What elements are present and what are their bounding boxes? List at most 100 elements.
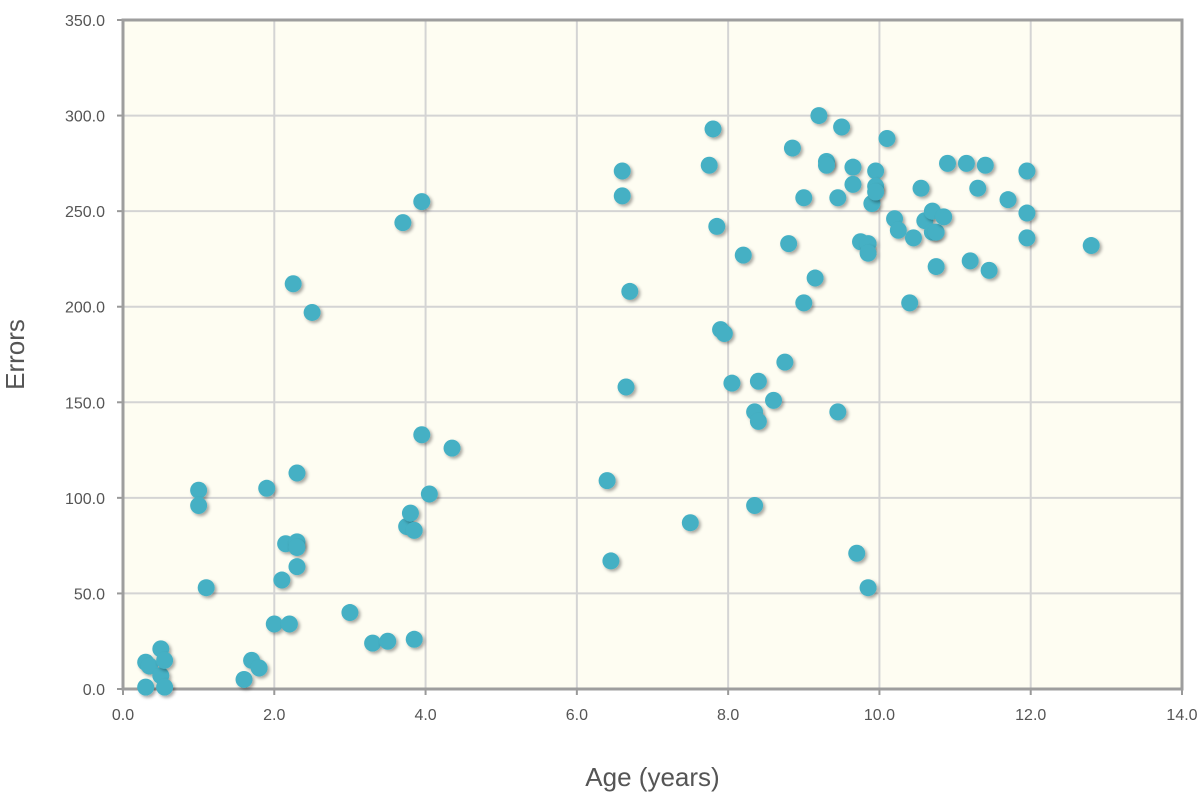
y-tick-label: 50.0 bbox=[74, 586, 105, 603]
data-point bbox=[265, 615, 283, 633]
data-point bbox=[156, 678, 174, 696]
data-point bbox=[617, 378, 635, 396]
plot-area bbox=[123, 20, 1182, 689]
data-point bbox=[379, 632, 397, 650]
data-point bbox=[817, 156, 835, 174]
x-tick-label: 12.0 bbox=[1015, 707, 1046, 724]
data-point bbox=[401, 504, 419, 522]
data-point bbox=[303, 303, 321, 321]
data-point bbox=[140, 657, 158, 675]
data-point bbox=[394, 214, 412, 232]
data-point bbox=[833, 118, 851, 136]
data-point bbox=[829, 189, 847, 207]
data-point bbox=[806, 269, 824, 287]
x-tick-label: 6.0 bbox=[566, 707, 588, 724]
data-point bbox=[1018, 204, 1036, 222]
data-point bbox=[795, 294, 813, 312]
data-point bbox=[844, 175, 862, 193]
data-point bbox=[137, 678, 155, 696]
y-tick-label: 0.0 bbox=[83, 682, 105, 699]
y-tick-label: 300.0 bbox=[65, 109, 105, 126]
data-point bbox=[734, 246, 752, 264]
x-tick-label: 10.0 bbox=[864, 707, 895, 724]
data-point bbox=[190, 481, 208, 499]
data-point bbox=[901, 294, 919, 312]
data-point bbox=[1082, 237, 1100, 255]
data-point bbox=[746, 497, 764, 515]
data-point bbox=[700, 156, 718, 174]
data-point bbox=[976, 156, 994, 174]
data-point bbox=[288, 464, 306, 482]
data-point bbox=[341, 604, 359, 622]
data-point bbox=[848, 544, 866, 562]
data-point bbox=[413, 193, 431, 211]
y-tick-label: 100.0 bbox=[65, 491, 105, 508]
data-point bbox=[284, 275, 302, 293]
data-point bbox=[613, 162, 631, 180]
data-point bbox=[602, 552, 620, 570]
data-point bbox=[783, 139, 801, 157]
data-point bbox=[288, 539, 306, 557]
data-point bbox=[280, 615, 298, 633]
data-point bbox=[867, 162, 885, 180]
data-point bbox=[443, 439, 461, 457]
x-tick-label: 14.0 bbox=[1166, 707, 1197, 724]
data-point bbox=[405, 521, 423, 539]
data-point bbox=[889, 221, 907, 239]
data-point bbox=[844, 158, 862, 176]
data-point bbox=[197, 579, 215, 597]
data-point bbox=[912, 179, 930, 197]
data-point bbox=[999, 191, 1017, 209]
data-point bbox=[795, 189, 813, 207]
grid-lines bbox=[123, 20, 1182, 689]
data-point bbox=[681, 514, 699, 532]
data-point bbox=[723, 374, 741, 392]
data-point bbox=[708, 217, 726, 235]
data-point bbox=[961, 252, 979, 270]
data-point bbox=[613, 187, 631, 205]
data-point bbox=[715, 324, 733, 342]
data-point bbox=[927, 258, 945, 276]
data-point bbox=[765, 391, 783, 409]
data-point bbox=[598, 472, 616, 490]
y-tick-label: 250.0 bbox=[65, 204, 105, 221]
data-point bbox=[364, 634, 382, 652]
tick-labels: 0.0 2.0 4.0 6.0 8.0 10.0 12.0 14.0 0.0 50.0 100.0 1… bbox=[65, 13, 1198, 724]
data-point bbox=[935, 208, 953, 226]
data-point bbox=[939, 154, 957, 172]
y-axis-label: Errors bbox=[0, 319, 30, 390]
data-point bbox=[156, 651, 174, 669]
data-point bbox=[859, 579, 877, 597]
data-point bbox=[190, 497, 208, 515]
data-point bbox=[288, 558, 306, 576]
data-point bbox=[749, 372, 767, 390]
data-point bbox=[413, 426, 431, 444]
data-point bbox=[1018, 162, 1036, 180]
data-point bbox=[621, 282, 639, 300]
x-axis-label: Age (years) bbox=[585, 762, 719, 792]
y-tick-label: 150.0 bbox=[65, 395, 105, 412]
x-tick-label: 2.0 bbox=[263, 707, 285, 724]
data-point bbox=[704, 120, 722, 138]
data-point bbox=[235, 670, 253, 688]
data-point bbox=[250, 659, 268, 677]
data-points bbox=[137, 107, 1100, 696]
data-point bbox=[420, 485, 438, 503]
data-point bbox=[927, 223, 945, 241]
data-point bbox=[829, 403, 847, 421]
data-point bbox=[867, 183, 885, 201]
y-tick-label: 200.0 bbox=[65, 300, 105, 317]
data-point bbox=[1018, 229, 1036, 247]
data-point bbox=[405, 630, 423, 648]
data-point bbox=[859, 244, 877, 262]
data-point bbox=[780, 235, 798, 253]
data-point bbox=[749, 412, 767, 430]
x-tick-label: 0.0 bbox=[112, 707, 134, 724]
plot-frame bbox=[121, 18, 1184, 691]
data-point bbox=[980, 261, 998, 279]
data-point bbox=[273, 571, 291, 589]
data-point bbox=[957, 154, 975, 172]
axes bbox=[117, 18, 1184, 695]
